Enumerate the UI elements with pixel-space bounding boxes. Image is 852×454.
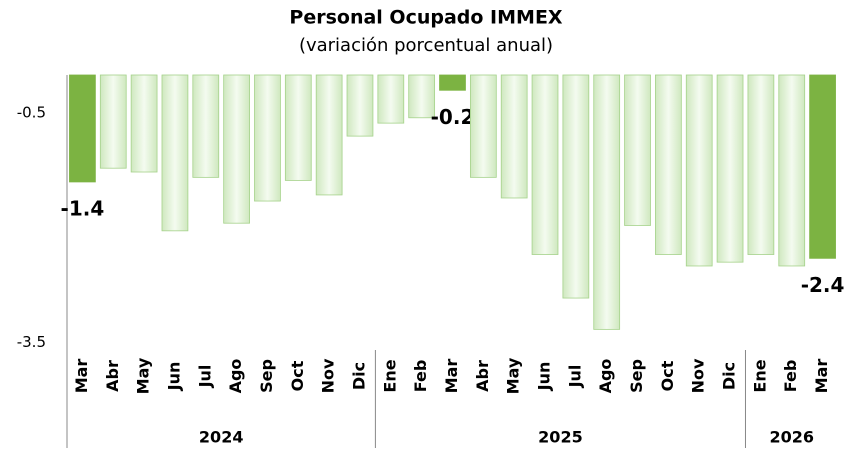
chart-subtitle: (variación porcentual anual) bbox=[299, 35, 553, 56]
group-label: 2026 bbox=[769, 428, 814, 447]
bar bbox=[377, 74, 405, 124]
y-tick-label: -3.5 bbox=[17, 333, 46, 351]
bar bbox=[223, 74, 250, 224]
x-tick-label: Jul bbox=[195, 365, 214, 389]
bar bbox=[69, 74, 96, 183]
group-label: 2024 bbox=[199, 428, 244, 447]
x-tick-label: Jul bbox=[565, 365, 584, 389]
group-label: 2025 bbox=[538, 428, 583, 447]
bar bbox=[469, 74, 497, 178]
value-label: -2.4 bbox=[801, 273, 845, 297]
bar bbox=[192, 74, 220, 178]
value-label: -1.4 bbox=[61, 196, 105, 220]
bar bbox=[284, 74, 312, 181]
bar bbox=[161, 74, 189, 232]
bar bbox=[624, 74, 651, 226]
x-tick-label: Abr bbox=[103, 360, 122, 392]
x-tick-label: Oct bbox=[658, 360, 677, 391]
bar bbox=[439, 74, 466, 91]
bar bbox=[562, 74, 590, 299]
bar bbox=[778, 74, 806, 267]
bar bbox=[346, 74, 374, 137]
bar bbox=[655, 74, 682, 255]
x-tick-label: Jun bbox=[164, 362, 183, 392]
x-tick-label: Feb bbox=[411, 360, 430, 393]
x-tick-label: Ene bbox=[380, 359, 399, 392]
bar bbox=[593, 74, 621, 330]
x-tick-label: Sep bbox=[627, 359, 646, 393]
bar bbox=[531, 74, 559, 255]
x-tick-label: Oct bbox=[288, 360, 307, 391]
x-tick-label: Jun bbox=[535, 362, 554, 392]
x-tick-label: May bbox=[504, 357, 523, 394]
x-tick-label: Ago bbox=[226, 359, 245, 394]
x-tick-label: Nov bbox=[319, 358, 338, 393]
x-tick-label: Mar bbox=[812, 359, 831, 394]
x-tick-label: Ago bbox=[596, 359, 615, 394]
bar bbox=[254, 74, 281, 202]
bar bbox=[809, 74, 836, 259]
bar bbox=[315, 74, 343, 196]
x-tick-label: Abr bbox=[473, 360, 492, 392]
value-label: -0.2 bbox=[431, 105, 475, 129]
bar bbox=[747, 74, 775, 255]
bar bbox=[716, 74, 744, 263]
y-tick-label: -0.5 bbox=[17, 104, 46, 122]
x-tick-label: Ene bbox=[750, 359, 769, 392]
chart-title: Personal Ocupado IMMEX bbox=[289, 7, 563, 29]
x-tick-label: Mar bbox=[72, 359, 91, 394]
x-tick-label: Nov bbox=[689, 358, 708, 393]
bar bbox=[500, 74, 528, 199]
bar bbox=[408, 74, 436, 119]
bar bbox=[99, 74, 127, 169]
bar bbox=[130, 74, 158, 173]
x-tick-label: May bbox=[134, 357, 153, 394]
x-tick-label: Mar bbox=[442, 359, 461, 394]
x-tick-label: Dic bbox=[349, 362, 368, 390]
x-tick-label: Feb bbox=[781, 360, 800, 393]
bar bbox=[685, 74, 713, 267]
x-tick-label: Sep bbox=[257, 359, 276, 393]
x-tick-label: Dic bbox=[720, 362, 739, 390]
